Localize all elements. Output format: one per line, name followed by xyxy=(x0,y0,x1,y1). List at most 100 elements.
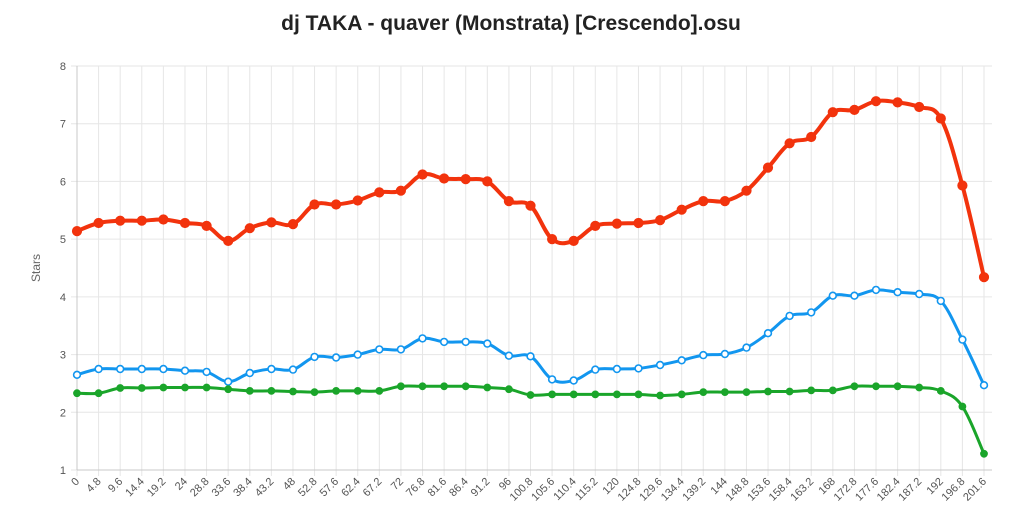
data-point xyxy=(310,352,319,362)
data-point xyxy=(590,220,601,231)
x-tick-label: 201.6 xyxy=(961,476,989,504)
data-point xyxy=(310,388,319,397)
data-point xyxy=(892,97,903,108)
x-tick-label: 33.6 xyxy=(210,476,234,500)
data-point xyxy=(893,382,902,391)
data-point xyxy=(633,217,644,229)
data-point xyxy=(807,386,816,395)
data-point xyxy=(245,368,255,378)
data-point xyxy=(374,187,385,198)
data-point xyxy=(332,387,341,395)
data-point xyxy=(806,308,816,317)
data-point xyxy=(764,387,772,396)
data-point xyxy=(136,215,147,226)
data-point xyxy=(115,364,125,374)
data-point xyxy=(397,382,405,391)
data-point xyxy=(180,366,190,375)
data-point xyxy=(936,387,945,395)
y-tick-label: 5 xyxy=(60,234,66,246)
data-point xyxy=(741,185,752,196)
data-point xyxy=(396,345,406,354)
y-tick-label: 3 xyxy=(60,350,66,362)
x-tick-label: 81.6 xyxy=(426,476,450,500)
x-tick-label: 187.2 xyxy=(896,476,924,504)
x-tick-label: 28.8 xyxy=(188,476,212,500)
data-point xyxy=(202,367,211,377)
data-point xyxy=(353,350,362,359)
data-point xyxy=(784,138,795,149)
data-point xyxy=(828,291,837,300)
x-tick-label: 43.2 xyxy=(253,476,277,500)
data-point xyxy=(698,196,709,207)
data-point xyxy=(440,382,449,391)
data-point xyxy=(245,387,254,395)
x-tick-label: 153.6 xyxy=(745,476,773,504)
data-point xyxy=(870,96,882,107)
x-tick-label: 124.8 xyxy=(616,476,644,504)
data-point xyxy=(159,383,168,392)
x-tick-label: 9.6 xyxy=(106,476,125,495)
x-tick-label: 134.4 xyxy=(659,476,687,504)
data-point xyxy=(460,174,471,185)
data-point xyxy=(980,449,988,458)
data-point xyxy=(93,217,104,229)
x-tick-label: 196.8 xyxy=(940,476,968,504)
data-point xyxy=(137,364,147,374)
data-point xyxy=(850,291,859,300)
y-axis-label: Stars xyxy=(29,254,43,282)
x-tick-label: 62.4 xyxy=(339,476,363,500)
data-point xyxy=(71,226,83,237)
data-point xyxy=(568,235,579,246)
x-tick-label: 110.4 xyxy=(551,476,578,503)
data-point xyxy=(137,384,146,392)
data-point xyxy=(613,390,621,399)
x-tick-label: 38.4 xyxy=(231,476,255,500)
data-point xyxy=(482,176,493,187)
data-point xyxy=(806,131,817,143)
data-point xyxy=(958,402,967,411)
data-point xyxy=(223,235,234,246)
y-tick-label: 6 xyxy=(60,176,66,188)
data-point xyxy=(978,272,990,283)
data-point xyxy=(611,218,623,229)
data-point xyxy=(439,173,450,184)
series-1 xyxy=(71,96,990,283)
data-point xyxy=(785,311,794,321)
data-point xyxy=(418,382,427,391)
data-point xyxy=(375,387,384,395)
data-point xyxy=(699,350,708,360)
data-point xyxy=(915,383,924,392)
data-point xyxy=(116,384,125,392)
data-point xyxy=(893,288,902,297)
data-point xyxy=(936,296,945,306)
data-point xyxy=(634,364,643,373)
x-tick-label: 139.2 xyxy=(680,476,708,504)
data-point xyxy=(957,180,968,191)
data-point xyxy=(935,113,946,124)
y-tick-label: 2 xyxy=(60,407,66,419)
x-tick-label: 182.4 xyxy=(875,476,903,504)
x-tick-label: 57.6 xyxy=(318,476,342,500)
data-point xyxy=(699,388,708,397)
data-point xyxy=(634,390,643,399)
data-point xyxy=(612,364,622,374)
x-tick-label: 67.2 xyxy=(361,476,385,500)
data-point xyxy=(655,360,665,370)
data-point xyxy=(958,335,967,344)
data-point xyxy=(525,200,536,211)
data-point xyxy=(872,382,880,391)
x-tick-label: 105.6 xyxy=(529,476,557,504)
data-point xyxy=(655,215,666,226)
data-point xyxy=(677,390,686,399)
x-tick-label: 91.2 xyxy=(469,476,493,500)
data-point xyxy=(785,387,794,396)
data-point xyxy=(569,376,578,385)
grid xyxy=(71,65,992,476)
series-3 xyxy=(73,382,988,458)
data-point xyxy=(331,353,341,362)
x-tick-label: 163.2 xyxy=(788,476,816,504)
data-point xyxy=(179,217,191,229)
data-point xyxy=(979,381,989,390)
